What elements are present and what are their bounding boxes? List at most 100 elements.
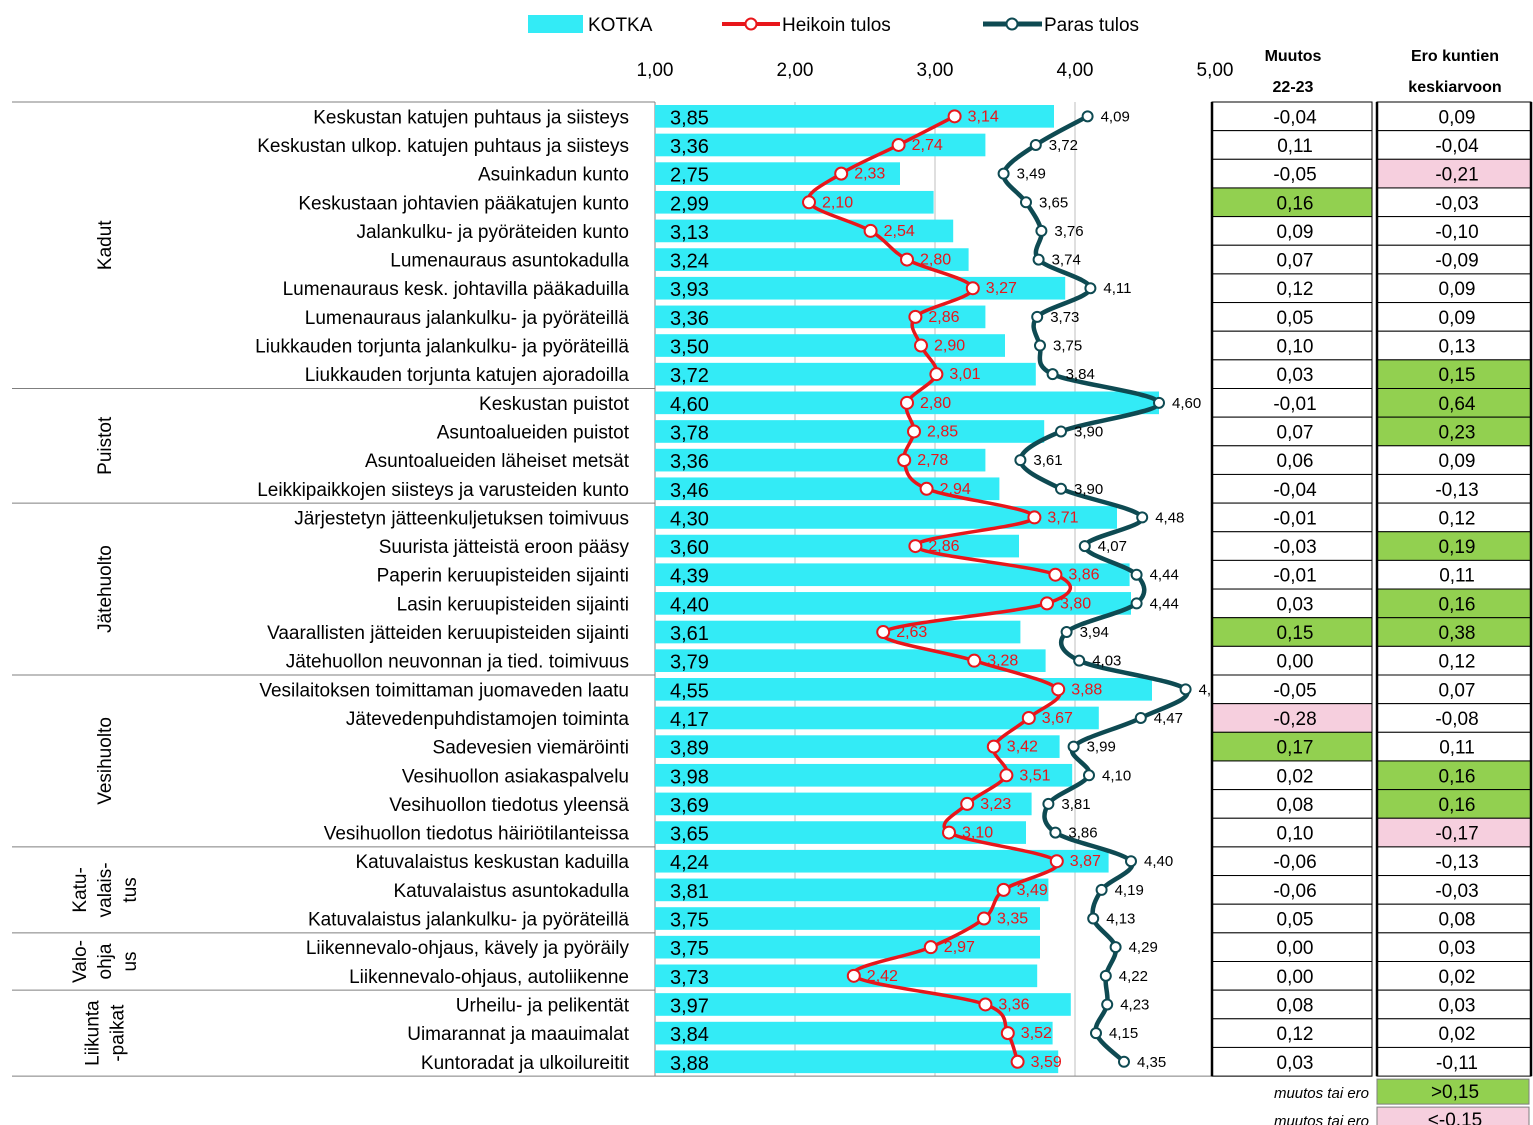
best-value-label: 4,44 [1150, 595, 1179, 612]
diff-cell [1376, 216, 1532, 246]
category-label: Liikennevalo-ohjaus, autoliikenne [349, 967, 629, 988]
x-tick-label: 1,00 [637, 60, 674, 81]
point-best [1083, 769, 1095, 782]
bar-kotka [655, 706, 1099, 730]
point-best [1042, 797, 1055, 810]
worst-value-label: 3,28 [987, 653, 1018, 670]
diff-value: 0,38 [1439, 623, 1476, 644]
bar-kotka [655, 248, 969, 271]
point-worst [846, 968, 861, 983]
diff-cell [1376, 187, 1532, 218]
diff-value: 0,02 [1439, 1024, 1476, 1045]
best-value-label: 3,49 [1017, 166, 1046, 183]
worst-value-label: 3,23 [980, 796, 1011, 813]
bar-kotka [655, 907, 1040, 930]
diff-value: 0,15 [1439, 365, 1476, 386]
key-label: muutos tai ero [1274, 1113, 1369, 1125]
bar-value-label: 4,24 [670, 852, 709, 874]
best-value-label: 4,11 [1103, 280, 1131, 297]
bar-kotka [655, 821, 1026, 844]
worst-value-label: 3,35 [997, 911, 1028, 928]
bar-value-label: 3,46 [670, 480, 709, 502]
bar-kotka [655, 420, 1045, 443]
change-value: 0,03 [1277, 1053, 1314, 1074]
bar-value-label: 3,13 [670, 222, 709, 244]
change-value: 0,07 [1277, 422, 1314, 443]
bar-value-label: 3,98 [670, 766, 709, 788]
point-worst [908, 309, 923, 324]
bar-value-label: 3,72 [670, 365, 709, 387]
group-label: Puistot [95, 416, 116, 475]
point-worst [802, 195, 816, 210]
diff-cell [1376, 244, 1532, 275]
best-value-label: 4,29 [1129, 939, 1158, 956]
bar-value-label: 3,73 [670, 967, 709, 989]
legend-label-kotka: KOTKA [588, 15, 653, 36]
bar-value-label: 4,60 [670, 394, 709, 416]
category-label: Jätehuollon neuvonnan ja tied. toimivuus [286, 652, 629, 673]
key-swatch [1376, 1106, 1530, 1125]
category-label: Lumenauraus jalankulku- ja pyöräteillä [305, 308, 630, 329]
bar-value-label: 3,24 [670, 251, 709, 273]
bar-value-label: 3,65 [670, 824, 709, 846]
point-best [1101, 998, 1114, 1011]
bar-kotka [655, 678, 1152, 701]
point-best [1095, 883, 1108, 896]
point-best [1134, 711, 1147, 724]
change-cell [1211, 216, 1373, 246]
point-worst [1021, 710, 1036, 725]
point-best [1118, 1055, 1130, 1068]
worst-value-label: 3,80 [1060, 595, 1091, 612]
change-cell [1211, 932, 1373, 962]
worst-value-label: 2,97 [944, 939, 975, 956]
legend-marker-best [1005, 17, 1019, 31]
worst-value-label: 3,88 [1071, 681, 1102, 698]
category-label: Vesihuollon tiedotus häiriötilanteissa [324, 824, 630, 845]
diff-cell [1376, 130, 1532, 160]
legend-label-best: Paras tulos [1044, 15, 1139, 36]
change-value: -0,03 [1273, 537, 1316, 558]
best-value-label: 4,23 [1120, 996, 1149, 1013]
change-cell [1211, 645, 1373, 676]
change-value: 0,03 [1277, 365, 1314, 386]
point-worst [897, 453, 912, 468]
point-worst [967, 653, 982, 668]
worst-value-label: 3,51 [1019, 767, 1050, 784]
best-value-label: 4,13 [1106, 911, 1135, 928]
diff-value: -0,13 [1435, 480, 1478, 501]
point-best [1055, 425, 1067, 438]
change-value: 0,00 [1277, 652, 1314, 673]
category-label: Järjestetyn jätteenkuljetuksen toimivuus [294, 508, 629, 529]
x-tick-label: 2,00 [777, 60, 814, 81]
worst-value-label: 2,74 [912, 137, 943, 154]
bar-value-label: 3,75 [670, 910, 709, 932]
change-cell [1211, 187, 1373, 218]
group-label: Vesihuolto [95, 717, 116, 805]
worst-value-label: 2,85 [927, 423, 958, 440]
worst-value-label: 3,10 [962, 825, 993, 842]
point-best [1046, 368, 1059, 381]
best-value-label: 4,22 [1119, 968, 1148, 985]
change-cell [1211, 703, 1373, 733]
diff-value: -0,11 [1436, 1053, 1478, 1074]
change-cell [1211, 674, 1373, 705]
bar-kotka [655, 1050, 1059, 1074]
worst-value-label: 2,54 [884, 223, 915, 240]
bar-value-label: 3,36 [670, 136, 709, 158]
worst-value-label: 2,86 [928, 309, 959, 326]
category-label: Lumenauraus asuntokadulla [390, 251, 629, 272]
diff-header: Ero kuntien [1411, 48, 1499, 65]
worst-value-label: 3,01 [949, 366, 980, 383]
best-value-label: 4,09 [1101, 108, 1130, 125]
diff-value: 0,13 [1439, 337, 1476, 358]
bar-kotka [655, 792, 1032, 816]
point-worst [900, 395, 914, 410]
x-tick-label: 5,00 [1197, 60, 1234, 81]
best-value-label: 3,81 [1061, 796, 1090, 813]
bar-kotka [655, 190, 934, 214]
change-cell [1211, 473, 1373, 504]
diff-cell [1376, 617, 1532, 647]
best-value-label: 4,10 [1102, 767, 1131, 784]
worst-value-label: 2,80 [920, 395, 951, 412]
change-value: 0,08 [1277, 995, 1314, 1016]
